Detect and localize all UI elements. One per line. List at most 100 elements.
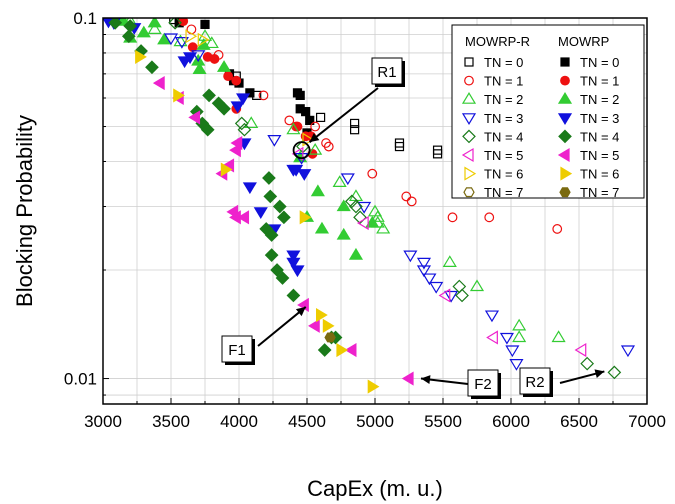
data-point [336,342,349,358]
data-point [197,29,213,41]
data-point [486,330,498,345]
legend-marker [461,113,477,125]
legend-label: TN = 5 [484,148,523,163]
data-point [574,342,587,358]
data-point [242,182,257,195]
data-point [121,29,136,44]
legend-marker [464,166,477,181]
data-point [401,191,412,202]
data-point [310,184,325,197]
data-point [267,134,282,147]
data-point [348,247,364,260]
data-point [416,265,432,278]
data-point [290,265,305,278]
data-point [163,33,179,46]
data-point [469,279,485,292]
x-tick-label: 3000 [84,412,122,431]
data-point [135,49,147,64]
data-point [245,88,255,98]
data-point [231,75,242,86]
series-tn-5-mowrp-r [291,146,587,358]
data-point [302,132,315,147]
data-point [145,60,159,75]
data-point [191,50,206,63]
annotation-f2-box [467,369,499,397]
annotations: R1 F1 F2 R2 [221,57,605,399]
data-point [322,318,335,333]
annotation-f1-box [221,335,253,363]
x-tick-label: 6000 [492,412,530,431]
x-tick-label: 4000 [220,412,258,431]
legend-label: TN = 1 [484,74,523,89]
data-point [316,308,328,323]
data-point [323,141,334,152]
legend-label: TN = 6 [580,167,619,182]
x-tick-label: 4500 [288,412,326,431]
data-point [200,19,210,29]
legend: MOWRP-R MOWRP TN = 0 TN = 0 TN = 1 TN = 1 TN… [451,24,645,200]
legend-label: TN = 2 [580,92,619,107]
data-point [234,116,249,131]
data-point [345,194,359,209]
data-point [444,290,459,303]
data-point [294,153,309,165]
plot-frame [102,17,648,405]
data-point [442,255,457,267]
legend-marker [557,92,573,104]
data-point [264,248,279,262]
data-point [484,212,495,223]
data-point [223,71,234,82]
data-point [286,122,301,135]
series-tn-5-mowrp [152,76,414,386]
legend-marker [461,92,477,104]
data-point [620,345,636,358]
data-point [376,221,391,234]
data-point [401,371,414,386]
data-point [168,18,182,30]
data-point [336,227,351,240]
legend-marker [560,75,570,86]
annotation-f2-arrow-head [421,375,431,385]
legend-marker [464,57,474,67]
data-point [552,224,563,234]
data-point [277,210,291,225]
annotation-r2-box [519,367,551,395]
r1-highlight-circle [292,141,311,160]
annotation-f2-label: F2 [474,376,492,393]
data-point [353,210,367,225]
x-tick-label: 3500 [152,412,190,431]
annotation-r1-arrow-head [309,133,320,143]
data-point [607,365,622,380]
data-point [310,121,321,132]
data-point [217,101,231,116]
data-point [284,115,295,126]
data-point [230,101,245,114]
data-point [356,215,369,231]
data-points [103,18,636,394]
legend-marker [560,166,573,181]
legend-label: TN = 4 [484,129,523,144]
legend-marker [559,187,571,198]
data-point [580,356,595,371]
data-point [350,125,360,135]
data-point [295,90,305,100]
data-point [422,273,437,286]
data-point [314,221,330,234]
annotation-f1-label: F1 [228,342,246,359]
data-point [512,330,527,343]
data-point [438,288,451,303]
data-point [367,168,378,179]
data-point [512,318,527,331]
data-point [187,42,198,53]
data-point [455,288,469,303]
data-point [316,112,326,123]
data-point [270,263,284,277]
series-tn-7-mowrp [324,332,336,343]
data-point [258,90,269,101]
legend-label: TN = 7 [580,185,619,200]
data-point [237,122,252,137]
data-point [200,122,215,137]
axes: 3000 3500 4000 4500 5000 5500 6000 6500 7000 0.01… [64,9,666,431]
data-point [253,207,268,219]
